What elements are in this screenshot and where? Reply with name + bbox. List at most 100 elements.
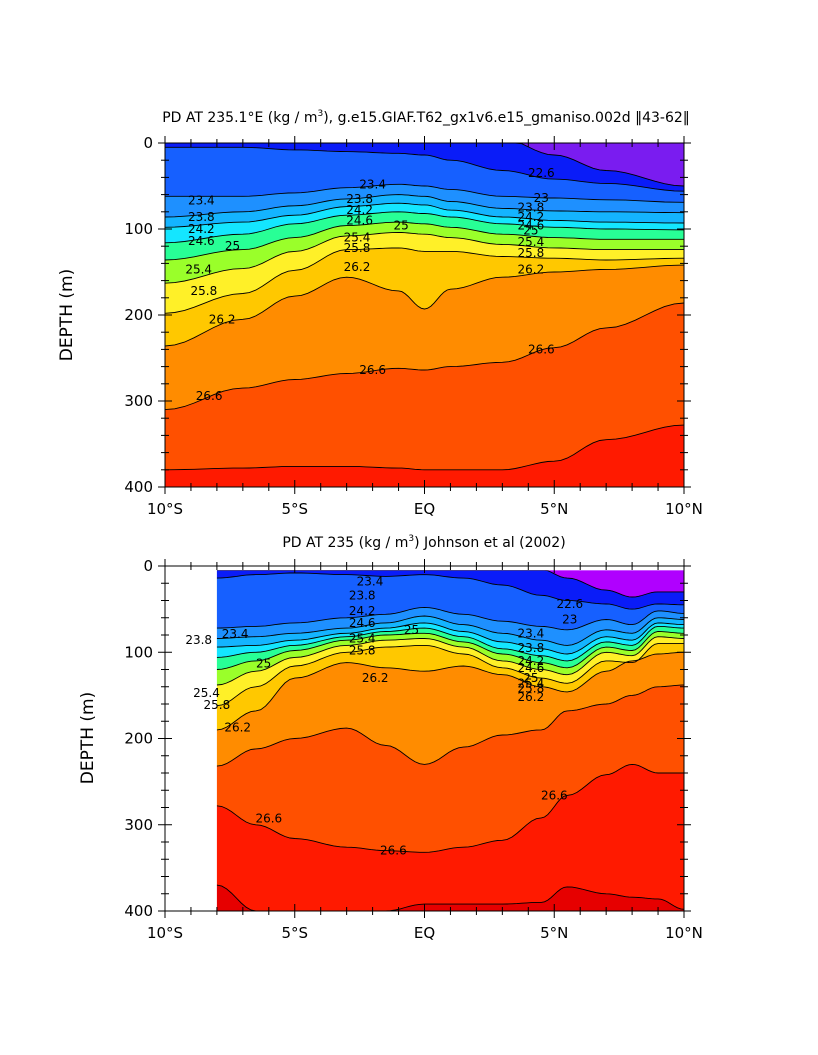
contour-label: 23.8 (346, 192, 373, 206)
contour-label: 23.8 (349, 588, 376, 602)
lower-y-axis-title: DEPTH (m) (78, 692, 98, 784)
contour-label: 26.6 (528, 342, 555, 356)
contour-label: 25.8 (191, 284, 218, 298)
x-tick-label: 10°S (147, 924, 183, 942)
contour-label: 25.8 (518, 246, 545, 260)
contour-label: 25.4 (349, 632, 376, 646)
isopycnal-line (165, 211, 684, 244)
isopycnal-line (165, 424, 684, 471)
contour-label: 24.2 (349, 604, 376, 618)
x-tick-label: EQ (414, 500, 435, 518)
contour-label: 25.4 (518, 676, 545, 690)
x-tick-label: 10°N (665, 500, 703, 518)
lower-contour-fill (216, 570, 684, 911)
x-tick-label: 5°N (540, 924, 568, 942)
isopycnal-line (216, 884, 684, 911)
contour-label: 26.6 (196, 389, 223, 403)
contour-label: 23 (562, 613, 577, 627)
contour-label: 25 (393, 219, 408, 233)
x-tick-label: 5°S (281, 924, 308, 942)
isopycnal-line (216, 570, 684, 598)
contour-label: 25.4 (193, 686, 220, 700)
contour-label: 23.8 (518, 641, 545, 655)
contour-label: 25.4 (518, 235, 545, 249)
contour-label: 25 (523, 224, 538, 238)
contour-label: 25.8 (349, 644, 376, 658)
contour-label: 23.8 (518, 201, 545, 215)
contour-label: 24.6 (518, 219, 545, 233)
density-band (165, 143, 684, 187)
contour-label: 25.4 (344, 231, 371, 245)
isopycnal-line (165, 194, 684, 218)
contour-label: 25.8 (204, 698, 231, 712)
y-tick-label: 0 (143, 557, 153, 575)
contour-label: 24.2 (518, 654, 545, 668)
isopycnal-line (216, 622, 684, 655)
contour-label: 22.6 (528, 166, 555, 180)
isopycnal-line (165, 264, 684, 347)
contour-label: 26.6 (380, 844, 407, 858)
isopycnal-line (165, 247, 684, 314)
isopycnal-line (216, 606, 684, 631)
contour-label: 24.6 (518, 661, 545, 675)
contour-label: 26.6 (255, 812, 282, 826)
lower-axis-ticks: 10°S 5°S EQ 5°N 10°N 0 100 200 300 400 (124, 557, 703, 942)
isopycnal-line (165, 146, 684, 192)
contour-label: 24.6 (349, 616, 376, 630)
isopycnal-line (216, 625, 684, 662)
contour-label: 23.4 (188, 194, 215, 208)
isopycnal-line (216, 572, 684, 610)
contour-label: 24.2 (188, 222, 215, 236)
lower-contour-labels: 23.423.82525.425.826.226.623.423.824.224… (185, 575, 583, 858)
y-tick-label: 200 (124, 306, 153, 324)
isopycnal-line (216, 684, 684, 767)
lower-contour-lines (216, 570, 684, 911)
contour-label: 23.8 (188, 210, 215, 224)
contour-label: 26.2 (224, 720, 251, 734)
x-tick-label: 5°S (281, 500, 308, 518)
contour-label: 26.2 (209, 312, 236, 326)
contour-label: 23.4 (518, 626, 545, 640)
y-tick-label: 0 (143, 134, 153, 152)
y-tick-label: 100 (124, 220, 153, 238)
lower-density-panel: PD AT 235 (kg / m3) Johnson et al (2002)… (78, 534, 703, 942)
x-tick-label: 10°S (147, 500, 183, 518)
contour-label: 25.4 (185, 262, 212, 276)
contour-label: 24.6 (346, 213, 373, 227)
contour-label: 24.2 (346, 203, 373, 217)
upper-y-axis-title: DEPTH (m) (57, 269, 77, 361)
x-tick-label: 10°N (665, 924, 703, 942)
y-tick-label: 200 (124, 730, 153, 748)
upper-panel-title: PD AT 235.1°E (kg / m3), g.e15.GIAF.T62_… (162, 109, 690, 126)
contour-label: 26.6 (359, 363, 386, 377)
isopycnal-line (216, 636, 684, 686)
contour-label: 23.8 (185, 633, 212, 647)
isopycnal-line (216, 615, 684, 646)
y-tick-label: 300 (124, 392, 153, 410)
contour-label: 25 (404, 623, 419, 637)
contour-label: 25.8 (518, 682, 545, 696)
upper-density-panel: PD AT 235.1°E (kg / m3), g.e15.GIAF.T62_… (57, 109, 703, 518)
contour-label: 23.4 (222, 627, 249, 641)
contour-label: 24.2 (518, 210, 545, 224)
y-tick-label: 100 (124, 643, 153, 661)
isopycnal-line (165, 183, 684, 203)
contour-label: 26.2 (518, 262, 545, 276)
contour-label: 25 (523, 671, 538, 685)
contour-label: 26.6 (541, 788, 568, 802)
isopycnal-line (165, 221, 684, 261)
y-tick-label: 400 (124, 478, 153, 496)
contour-label: 26.2 (518, 690, 545, 704)
isopycnal-line (165, 302, 684, 411)
isopycnal-line (216, 651, 684, 731)
upper-contour-lines (165, 143, 684, 471)
contour-label: 23.4 (359, 177, 386, 191)
y-tick-label: 400 (124, 902, 153, 920)
contour-label: 22.6 (556, 597, 583, 611)
contour-label: 24.6 (188, 234, 215, 248)
x-tick-label: EQ (414, 924, 435, 942)
contour-label: 25.8 (344, 241, 371, 255)
upper-contour-labels: 23.423.824.224.6 2525.425.826.226.623.423… (185, 166, 554, 403)
density-band (216, 570, 684, 598)
